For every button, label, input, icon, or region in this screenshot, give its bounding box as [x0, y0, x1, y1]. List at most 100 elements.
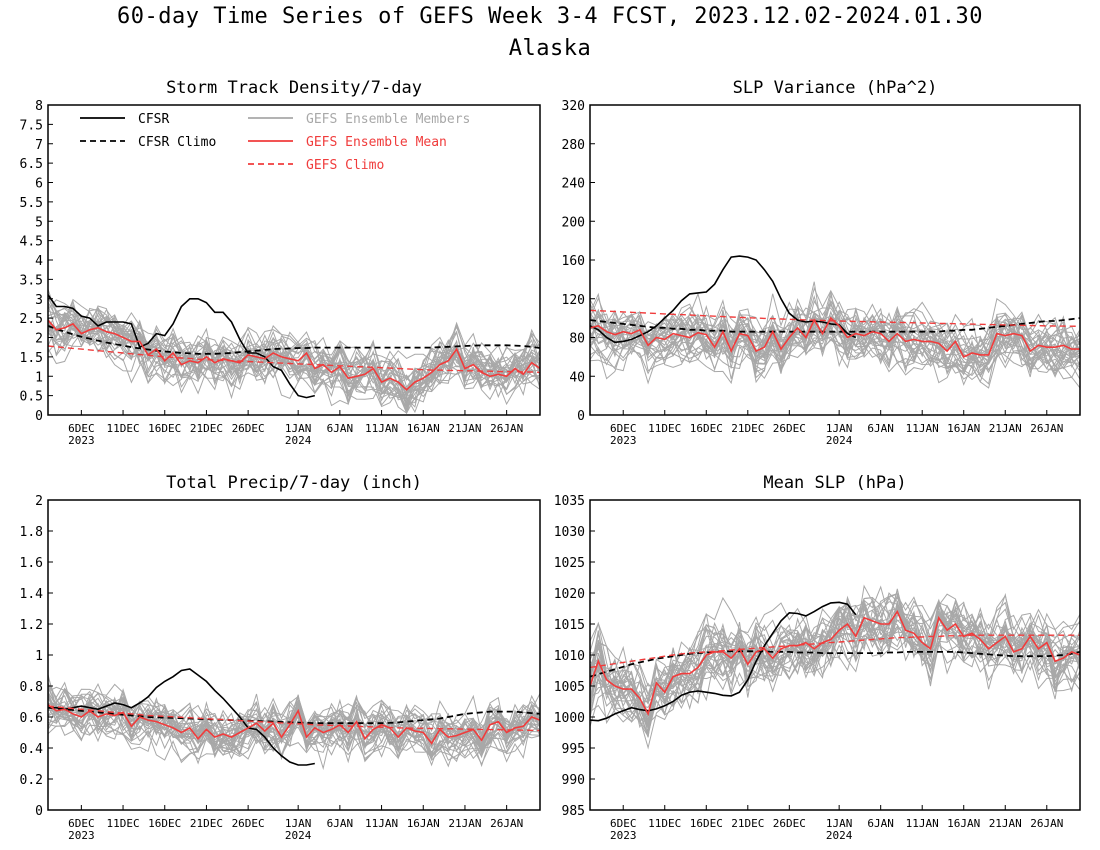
x-tick-year-label: 2023: [68, 434, 95, 447]
y-tick-label: 4: [35, 254, 43, 269]
y-tick-label: 1: [35, 649, 43, 664]
y-tick-label: 1.6: [20, 556, 43, 571]
x-tick-label: 16DEC: [690, 817, 723, 830]
ensemble-member-line: [590, 588, 1080, 730]
x-tick-label: 1JAN: [285, 817, 312, 830]
x-tick-label: 21DEC: [190, 422, 223, 435]
ensemble-member-line: [590, 602, 1080, 729]
gefs-ensemble-mean-line: [590, 316, 1080, 358]
y-tick-label: 2: [35, 494, 43, 509]
y-tick-label: 1035: [554, 494, 585, 509]
cfsr-climo-line: [48, 325, 540, 355]
x-tick-year-label: 2023: [610, 434, 637, 447]
ensemble-member-line: [48, 294, 540, 396]
cfsr-climo-line: [48, 706, 540, 725]
ensemble-member-line: [590, 592, 1080, 696]
ensemble-member-line: [48, 695, 540, 760]
ensemble-member-line: [48, 304, 540, 408]
cfsr-climo-line: [590, 317, 1080, 333]
x-tick-label: 26JAN: [1030, 422, 1063, 435]
y-tick-label: 3.5: [20, 273, 43, 288]
gefs-climo-line: [48, 705, 540, 732]
ensemble-member-line: [590, 311, 1080, 380]
y-tick-label: 7: [35, 138, 43, 153]
legend-label: GEFS Climo: [306, 158, 384, 173]
ensemble-member-line: [590, 310, 1080, 375]
panel-title: Mean SLP (hPa): [763, 473, 906, 493]
ensemble-member-line: [48, 298, 540, 405]
x-tick-label: 11DEC: [106, 817, 139, 830]
y-tick-label: 1015: [554, 618, 585, 633]
x-tick-label: 26JAN: [490, 422, 523, 435]
x-tick-label: 11DEC: [106, 422, 139, 435]
y-tick-label: 160: [562, 254, 585, 269]
ensemble-member-line: [590, 607, 1080, 712]
y-tick-label: 995: [562, 742, 585, 757]
plot-area: [590, 255, 1080, 389]
cfsr-line: [590, 255, 857, 344]
x-tick-label: 26JAN: [490, 817, 523, 830]
x-tick-label: 11JAN: [365, 817, 398, 830]
y-tick-label: 1030: [554, 525, 585, 540]
ensemble-member-line: [590, 286, 1080, 367]
ensemble-member-line: [48, 695, 540, 762]
y-tick-label: 4.5: [20, 235, 43, 250]
ensemble-member-line: [590, 313, 1080, 385]
y-tick-label: 1.2: [20, 618, 43, 633]
figure-title: 60-day Time Series of GEFS Week 3-4 FCST…: [117, 4, 983, 29]
ensemble-member-line: [590, 607, 1080, 738]
x-tick-year-label: 2024: [826, 434, 853, 447]
cfsr-line: [48, 294, 315, 399]
ensemble-member-line: [48, 696, 540, 756]
x-tick-label: 16DEC: [148, 817, 181, 830]
ensemble-member-line: [590, 295, 1080, 374]
y-tick-label: 6: [35, 177, 43, 192]
y-tick-label: 1000: [554, 711, 585, 726]
ensemble-member-line: [590, 602, 1080, 735]
x-tick-label: 6JAN: [327, 422, 354, 435]
panel-title: Storm Track Density/7-day: [166, 78, 422, 98]
y-tick-label: 985: [562, 804, 585, 819]
x-tick-label: 16JAN: [407, 817, 440, 830]
y-tick-label: 1020: [554, 587, 585, 602]
x-tick-label: 6DEC: [68, 422, 95, 435]
ensemble-member-line: [48, 317, 540, 396]
x-tick-label: 16JAN: [407, 422, 440, 435]
x-tick-year-label: 2024: [285, 829, 312, 842]
ensemble-member-line: [590, 316, 1080, 378]
panel-2: SLP Variance (hPa^2) 0 40 80 120 160 200 240 280…: [562, 78, 1081, 447]
x-tick-label: 11DEC: [648, 422, 681, 435]
x-tick-label: 21DEC: [731, 817, 764, 830]
x-tick-label: 6DEC: [610, 817, 637, 830]
y-tick-label: 1005: [554, 680, 585, 695]
ensemble-member-line: [590, 316, 1080, 376]
ensemble-member-line: [590, 598, 1080, 725]
y-tick-label: 1.4: [20, 587, 44, 602]
y-tick-label: 280: [562, 138, 585, 153]
y-tick-label: 8: [35, 99, 43, 114]
y-tick-label: 2.5: [20, 312, 43, 327]
gefs-climo-line: [590, 309, 1080, 327]
gefs-ensemble-mean-line: [48, 319, 540, 391]
x-tick-label: 16JAN: [947, 817, 980, 830]
gefs-climo-line: [590, 634, 1080, 669]
y-tick-label: 2: [35, 332, 43, 347]
ensemble-member-line: [590, 298, 1080, 363]
ensemble-member-line: [590, 303, 1080, 380]
y-tick-label: 7.5: [20, 118, 43, 133]
cfsr-line: [48, 668, 315, 766]
y-tick-label: 1.5: [20, 351, 43, 366]
x-tick-label: 1JAN: [826, 422, 853, 435]
x-tick-label: 6JAN: [867, 422, 894, 435]
ensemble-member-line: [48, 311, 540, 403]
panel-frame: [589, 104, 1081, 416]
ensemble-member-line: [590, 305, 1080, 378]
y-tick-label: 320: [562, 99, 585, 114]
cfsr-climo-line: [590, 650, 1080, 678]
y-tick-label: 990: [562, 773, 585, 788]
y-tick-label: 0.8: [20, 680, 43, 695]
ensemble-member-line: [48, 674, 540, 754]
x-tick-label: 6DEC: [610, 422, 637, 435]
y-tick-label: 120: [562, 293, 585, 308]
